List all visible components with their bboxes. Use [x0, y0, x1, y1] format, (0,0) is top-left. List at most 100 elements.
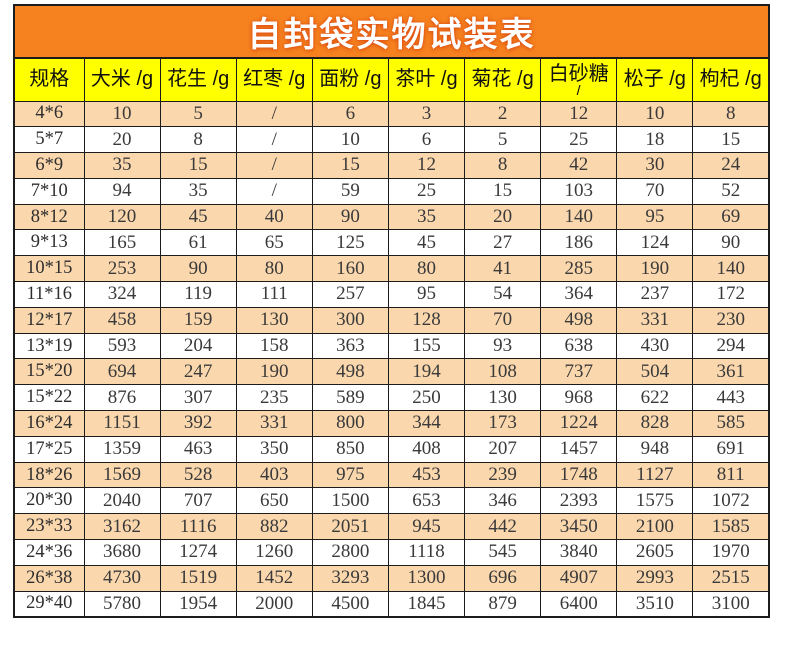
spec-cell: 4*6	[13, 100, 85, 128]
value-cell: 828	[616, 410, 694, 437]
value-cell: 190	[235, 358, 313, 386]
table-row: 13*19 593 204 158 363 155 93 638 430 294	[13, 332, 770, 360]
value-cell: 207	[464, 435, 542, 463]
table-row: 15*20 694 247 190 498 194 108 737 504 361	[13, 358, 770, 386]
value-cell: 159	[159, 306, 237, 334]
value-cell: 160	[311, 255, 389, 283]
value-cell: 364	[540, 281, 618, 308]
value-cell: 331	[235, 410, 313, 437]
value-cell: 15	[692, 126, 770, 154]
spec-cell: 20*30	[13, 487, 85, 515]
value-cell: 3510	[616, 590, 694, 618]
value-cell: 130	[464, 384, 542, 412]
value-cell: 257	[311, 281, 389, 308]
table-row: 11*16 324 119 111 257 95 54 364 237 172	[13, 281, 770, 308]
value-cell: 285	[540, 255, 618, 283]
value-cell: 235	[235, 384, 313, 412]
table-row: 12*17 458 159 130 300 128 70 498 331 230	[13, 306, 770, 334]
value-cell: 190	[616, 255, 694, 283]
column-header-1: 大米 /g	[83, 57, 161, 102]
value-cell: 27	[464, 229, 542, 257]
value-cell: 638	[540, 332, 618, 360]
value-cell: 6	[311, 100, 389, 128]
value-cell: /	[235, 152, 313, 179]
value-cell: 1359	[83, 435, 161, 463]
value-cell: 25	[387, 177, 466, 205]
value-cell: 1585	[692, 513, 770, 541]
value-cell: 25	[540, 126, 618, 154]
value-cell: 694	[83, 358, 161, 386]
loading-test-table: 规格 大米 /g 花生 /g 红枣 /g 面粉 /g 茶叶 /g 菊花 /g 白砂糖 / 松子 /…	[13, 57, 770, 618]
value-cell: 237	[616, 281, 694, 308]
value-cell: 35	[387, 203, 466, 231]
value-cell: 1151	[83, 410, 161, 437]
value-cell: 3840	[540, 539, 618, 566]
value-cell: 15	[159, 152, 237, 179]
column-header-3: 红枣 /g	[235, 57, 313, 102]
value-cell: 3	[387, 100, 466, 128]
value-cell: 737	[540, 358, 618, 386]
page-title: 自封袋实物试装表	[247, 16, 536, 54]
column-header-6: 菊花 /g	[464, 57, 542, 102]
value-cell: 35	[159, 177, 237, 205]
value-cell: 463	[159, 435, 237, 463]
spec-cell: 7*10	[13, 177, 85, 205]
value-cell: 61	[159, 229, 237, 257]
table-row: 9*13 165 61 65 125 45 27 186 124 90	[13, 229, 770, 257]
value-cell: 90	[692, 229, 770, 257]
value-cell: 120	[83, 203, 161, 231]
table-row: 26*38 4730 1519 1452 3293 1300 696 4907 2993 2515	[13, 564, 770, 592]
value-cell: 94	[83, 177, 161, 205]
value-cell: 2605	[616, 539, 694, 566]
value-cell: 882	[235, 513, 313, 541]
spec-cell: 17*25	[13, 435, 85, 463]
value-cell: 247	[159, 358, 237, 386]
value-cell: 10	[83, 100, 161, 128]
value-cell: 24	[692, 152, 770, 179]
value-cell: 528	[159, 461, 237, 489]
value-cell: 6	[387, 126, 466, 154]
spec-cell: 12*17	[13, 306, 85, 334]
value-cell: 1970	[692, 539, 770, 566]
value-cell: 1500	[311, 487, 389, 515]
value-cell: 45	[159, 203, 237, 231]
value-cell: 3293	[311, 564, 389, 592]
table-row: 23*33 3162 1116 882 2051 945 442 3450 2100 1585	[13, 513, 770, 541]
value-cell: 442	[464, 513, 542, 541]
value-cell: 361	[692, 358, 770, 386]
column-header-9: 枸杞 /g	[692, 57, 770, 102]
value-cell: 324	[83, 281, 161, 308]
value-cell: 65	[235, 229, 313, 257]
value-cell: 593	[83, 332, 161, 360]
value-cell: 1116	[159, 513, 237, 541]
value-cell: 876	[83, 384, 161, 412]
value-cell: 124	[616, 229, 694, 257]
value-cell: 696	[464, 564, 542, 592]
table-row: 17*25 1359 463 350 850 408 207 1457 948 691	[13, 435, 770, 463]
value-cell: 80	[235, 255, 313, 283]
value-cell: 800	[311, 410, 389, 437]
value-cell: 1300	[387, 564, 466, 592]
value-cell: /	[235, 177, 313, 205]
value-cell: 498	[540, 306, 618, 334]
value-cell: 165	[83, 229, 161, 257]
value-cell: 128	[387, 306, 466, 334]
value-cell: 15	[464, 177, 542, 205]
value-cell: 650	[235, 487, 313, 515]
value-cell: 344	[387, 410, 466, 437]
value-cell: 4907	[540, 564, 618, 592]
value-cell: 453	[387, 461, 466, 489]
value-cell: 392	[159, 410, 237, 437]
value-cell: 653	[387, 487, 466, 515]
value-cell: /	[235, 100, 313, 128]
spec-cell: 24*36	[13, 539, 85, 566]
value-cell: 155	[387, 332, 466, 360]
value-cell: 42	[540, 152, 618, 179]
value-cell: 968	[540, 384, 618, 412]
value-cell: 8	[692, 100, 770, 128]
table-row: 15*22 876 307 235 589 250 130 968 622 443	[13, 384, 770, 412]
value-cell: 70	[464, 306, 542, 334]
value-cell: 975	[311, 461, 389, 489]
value-cell: 346	[464, 487, 542, 515]
